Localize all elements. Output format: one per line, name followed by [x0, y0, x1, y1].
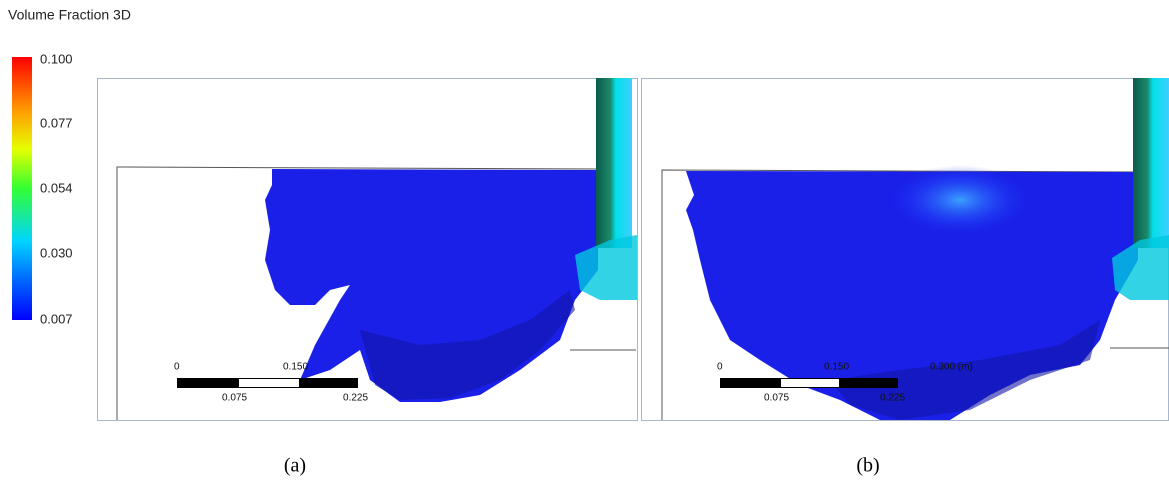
scale-bar	[239, 379, 300, 388]
scale-label: 0.225	[343, 393, 368, 404]
scale-bar	[781, 379, 840, 388]
pipe	[596, 78, 632, 248]
caption: (b)	[856, 455, 879, 477]
scale-bar	[840, 378, 898, 388]
scale-bar	[720, 378, 780, 388]
caption: (a)	[284, 455, 306, 477]
colorbar-tick: 0.030	[40, 245, 73, 260]
scale-bar	[300, 378, 358, 388]
scale-label: 0	[174, 362, 180, 373]
colorbar-tick: 0.007	[40, 311, 73, 326]
panel-a: 0 0.150 0.075 0.225 (a)	[98, 78, 638, 477]
scale-label: 0.300 (m)	[930, 362, 973, 373]
scale-label: 0.150	[824, 362, 849, 373]
scale-label: 0.075	[222, 393, 247, 404]
colorbar-tick: 0.100	[40, 51, 73, 66]
pipe	[1133, 78, 1169, 248]
colorbar-tick: 0.054	[40, 180, 73, 195]
scale-label: 0.225	[880, 393, 905, 404]
scale-label: 0	[717, 362, 723, 373]
panel-b: 0 0.150 0.300 (m) 0.075 0.225 (b)	[642, 78, 1169, 477]
scale-label: 0.075	[764, 393, 789, 404]
fluid-highlight	[890, 165, 1030, 235]
figure: Volume Fraction 3D 0.100 0.077 0.054 0.0…	[0, 0, 1169, 487]
colorbar-tick: 0.077	[40, 115, 73, 130]
scale-label: 0.150	[283, 362, 308, 373]
colorbar	[12, 57, 32, 320]
legend-title: Volume Fraction 3D	[8, 7, 131, 23]
scale-bar	[177, 378, 238, 388]
